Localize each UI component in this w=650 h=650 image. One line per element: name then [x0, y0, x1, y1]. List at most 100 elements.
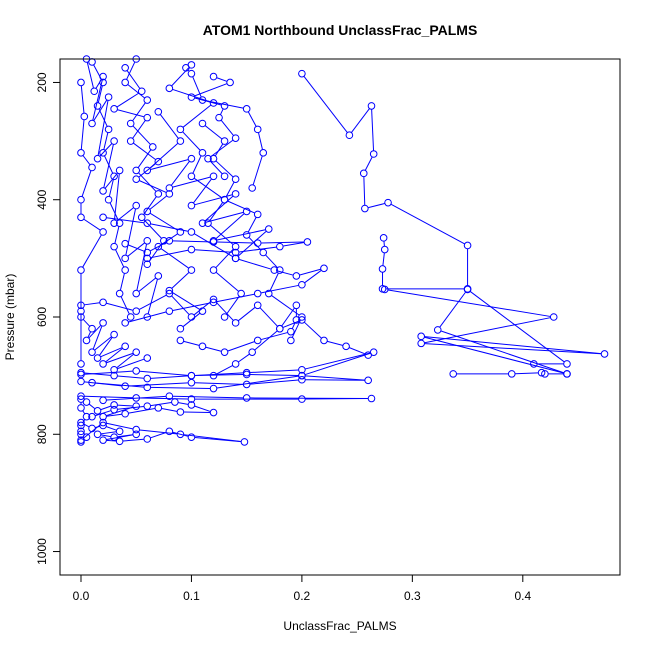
series-segment: [204, 125, 223, 140]
data-point: [121, 254, 129, 263]
data-point: [176, 408, 185, 416]
data-point: [242, 394, 251, 402]
series-segment: [115, 249, 125, 268]
series-segment: [390, 203, 465, 245]
data-point: [367, 394, 376, 403]
series-13: [82, 398, 218, 421]
series-segment: [172, 431, 189, 437]
series-segment: [149, 143, 179, 169]
data-point: [449, 370, 458, 378]
series-2: [82, 55, 163, 321]
series-segment: [148, 243, 163, 262]
series-segment: [227, 200, 255, 214]
series-segment: [261, 241, 304, 244]
series-segment: [515, 372, 539, 375]
series-segment: [143, 219, 162, 239]
series-segment: [368, 203, 385, 209]
data-point: [187, 201, 196, 210]
series-segment: [92, 325, 103, 350]
data-point: [264, 225, 273, 233]
series-segment: [139, 429, 177, 435]
data-point: [77, 421, 85, 430]
series-segment: [192, 155, 202, 174]
data-point: [154, 242, 163, 251]
data-point: [264, 289, 273, 298]
data-point: [77, 395, 85, 403]
series-14: [77, 418, 249, 446]
series-segment: [150, 402, 172, 407]
data-point: [121, 266, 129, 274]
data-point: [253, 125, 262, 134]
series-segment: [247, 217, 257, 233]
data-point: [132, 367, 141, 375]
series-segment: [84, 372, 111, 376]
series-segment: [150, 249, 189, 259]
x-axis-label: UnclassFrac_PALMS: [283, 619, 396, 633]
data-point: [165, 392, 174, 400]
series-segment: [440, 330, 564, 374]
data-point: [463, 241, 472, 250]
data-point: [90, 87, 99, 96]
data-point: [198, 342, 207, 351]
series-segment: [104, 172, 118, 189]
data-point: [143, 313, 152, 321]
series-segment: [80, 85, 85, 114]
series-segment: [194, 372, 244, 376]
data-point: [143, 96, 152, 104]
data-point: [121, 78, 129, 87]
series-segment: [128, 311, 167, 323]
plot-content: [77, 55, 609, 446]
series-segment: [237, 230, 267, 257]
series-segment: [299, 268, 321, 276]
data-point: [463, 285, 472, 294]
series-segment: [282, 320, 299, 328]
series-segment: [149, 195, 167, 210]
series-segment: [248, 237, 262, 251]
data-point: [226, 78, 234, 87]
series-segment: [84, 302, 100, 306]
data-point: [242, 105, 251, 113]
data-point: [298, 69, 306, 78]
series-segment: [216, 229, 266, 241]
series-segment: [216, 293, 255, 303]
series-segment: [84, 395, 133, 399]
series-segment: [172, 176, 211, 188]
data-point: [93, 102, 102, 110]
data-point: [77, 404, 85, 412]
data-point: [115, 427, 124, 436]
data-point: [121, 319, 129, 327]
series-segment: [327, 340, 343, 346]
data-point: [187, 228, 196, 236]
series-segment: [92, 79, 103, 121]
series-segment: [171, 161, 190, 186]
data-point: [187, 395, 196, 403]
data-point: [220, 348, 229, 356]
x-tick-label: 0.0: [73, 589, 90, 603]
series-segment: [183, 434, 242, 442]
data-point: [345, 131, 354, 140]
series-segment: [150, 223, 189, 232]
series-segment: [182, 104, 212, 128]
data-point: [143, 435, 152, 443]
data-point: [121, 342, 129, 351]
data-point: [165, 289, 174, 298]
series-segment: [194, 97, 222, 106]
series-segment: [137, 149, 152, 168]
data-point: [276, 266, 284, 274]
data-point: [77, 418, 85, 427]
series-segment: [123, 438, 144, 442]
data-point: [77, 438, 85, 446]
data-point: [154, 404, 163, 412]
series-segment: [117, 109, 145, 118]
data-point: [154, 272, 163, 280]
data-point: [88, 378, 96, 387]
data-point: [165, 427, 174, 436]
data-point: [253, 301, 262, 310]
series-segment: [220, 120, 234, 136]
series-segment: [305, 379, 365, 381]
data-point: [132, 166, 141, 175]
data-point: [384, 198, 392, 207]
series-segment: [238, 258, 272, 270]
data-point: [417, 332, 425, 341]
